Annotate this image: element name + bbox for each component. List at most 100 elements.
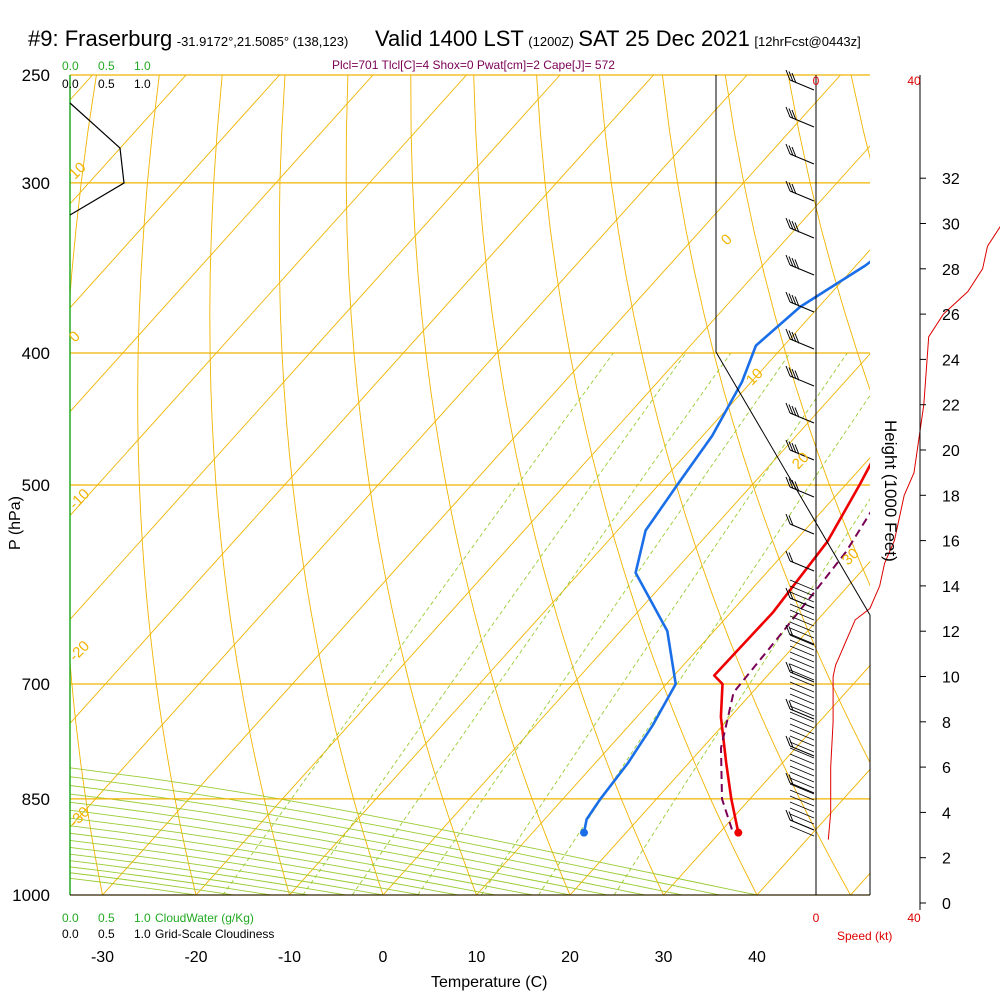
wind-barb-staff: [789, 717, 815, 729]
cloudwater-label: CloudWater (g/Kg): [155, 911, 254, 925]
pressure-tick-label: 300: [22, 174, 50, 193]
cloudiness-label: Grid-Scale Cloudiness: [155, 927, 274, 941]
mixing-ratio-label: 2: [303, 899, 321, 914]
wind-barb-staff: [789, 585, 815, 597]
wind-barb-staff: [789, 651, 815, 663]
wind-barb-staff: [789, 639, 815, 651]
height-tick-label: 22: [942, 398, 960, 415]
dry-adiabat-line: [137, 75, 197, 895]
wind-barb-staff: [789, 264, 815, 276]
wind-barb-staff: [789, 116, 815, 128]
wind-barb-staff: [789, 783, 815, 795]
moist-adiabat-line: [0, 740, 1000, 895]
wind-barb-staff: [789, 708, 815, 720]
speed-tick-label-top: 0: [813, 74, 820, 88]
height-tick-label: 16: [942, 534, 960, 551]
wind-barb-staff: [789, 711, 815, 723]
height-tick-label: 6: [942, 760, 951, 777]
wind-barb-staff: [789, 645, 815, 657]
wind-barb-staff: [789, 615, 815, 627]
valid-date: SAT 25 Dec 2021: [578, 26, 750, 51]
x-axis-label: Temperature (C): [431, 974, 547, 991]
wind-barb-staff: [789, 807, 815, 819]
surface-temperature-point: [734, 828, 743, 837]
cloudwater-scale-bottom: 0.5: [98, 911, 115, 925]
stability-indices: Plcl=701 Tlcl[C]=4 Shox=0 Pwat[cm]=2 Cap…: [332, 58, 615, 72]
wind-barb-feather: [785, 587, 791, 599]
wind-barb-staff: [789, 813, 815, 825]
wind-barb-feather: [785, 180, 791, 192]
wind-barb-feather: [785, 698, 791, 710]
wind-barb-staff: [789, 825, 815, 837]
mixing-ratio-label: 3: [354, 899, 372, 914]
isotherm-line: [850, 872, 870, 895]
wind-barb-feather: [785, 661, 791, 673]
height-tick-label: 30: [942, 217, 960, 234]
background-lines: [0, 75, 1000, 895]
wind-barb-staff: [789, 771, 815, 783]
cloudiness-scale-top: 0.5: [98, 77, 115, 91]
wind-barb-staff: [789, 634, 815, 646]
wind-barb-staff: [789, 227, 815, 239]
wind-barb-staff: [789, 795, 815, 807]
wind-barb-staff: [789, 759, 815, 771]
dry-adiabat-line: [914, 75, 1000, 895]
station-name: #9: Fraserburg: [28, 26, 173, 51]
temperature-tick-label: -10: [278, 949, 301, 966]
wind-barb-feather: [785, 69, 791, 81]
wind-barb-feather: [791, 220, 797, 232]
moist-adiabat-line: [70, 877, 197, 895]
series-parcel-line: [720, 511, 870, 830]
pressure-tick-label: 250: [22, 66, 50, 85]
wind-barb-feather: [788, 404, 794, 415]
height-axis-label: Height (1000 Feet): [881, 420, 900, 562]
wind-barb-staff: [789, 609, 815, 621]
moist-adiabat-line: [0, 770, 1000, 895]
moist-adiabat-line: [0, 748, 1000, 895]
wind-barb-feather: [788, 219, 794, 230]
speed-tick-label-bottom: 40: [907, 911, 921, 925]
wind-barb-staff: [789, 699, 815, 711]
moist-adiabat-line: [0, 799, 1000, 895]
cloudiness-profile: [69, 102, 125, 216]
isotherm-line: [70, 75, 374, 413]
wind-barb-staff: [789, 819, 815, 831]
height-tick-label: 14: [942, 579, 960, 596]
wind-barb-staff: [789, 591, 815, 603]
wind-barb-staff: [789, 777, 815, 789]
wind-barb-feather: [788, 367, 794, 378]
height-tick-label: 12: [942, 624, 960, 641]
cloudiness-scale-top: 1.0: [134, 77, 151, 91]
dry-adiabat-line: [661, 75, 870, 764]
wind-barb-feather: [794, 407, 800, 418]
dry-adiabat-line: [536, 75, 758, 895]
dry-adiabat-label: 30: [839, 545, 863, 569]
wind-barb-feather: [791, 405, 797, 417]
wind-barb-staff: [789, 412, 815, 424]
wind-barb-feather: [788, 478, 794, 489]
wind-barb-feather: [788, 293, 794, 304]
wind-barb-feather: [794, 296, 800, 307]
moist-adiabat-line: [70, 767, 758, 895]
wind-barb-staff: [789, 621, 815, 633]
wind-barb-staff: [789, 723, 815, 735]
dry-adiabat-label: 0: [718, 231, 736, 249]
wind-speed-line: [827, 225, 1000, 840]
wind-barb-staff: [789, 729, 815, 741]
wind-barb-staff: [789, 338, 815, 350]
dry-adiabat-line: [850, 75, 870, 160]
wind-barb-feather: [794, 370, 800, 381]
axes: -30 -20 -10 0 10 20 30 400246810121416182022242…: [62, 59, 960, 966]
wind-barb-feather: [791, 109, 797, 121]
height-tick-label: 32: [942, 171, 960, 188]
wind-barb-feather: [785, 439, 791, 451]
wind-barb-feather: [785, 328, 791, 340]
temperature-tick-label: -20: [184, 949, 207, 966]
dry-adiabat-line: [724, 75, 870, 587]
series-temperature-line: [712, 462, 870, 833]
wind-barb-feather: [794, 481, 800, 492]
wind-barb-feather: [788, 330, 794, 341]
temperature-tick-label: -30: [91, 949, 114, 966]
wind-barb-staff: [789, 741, 815, 753]
